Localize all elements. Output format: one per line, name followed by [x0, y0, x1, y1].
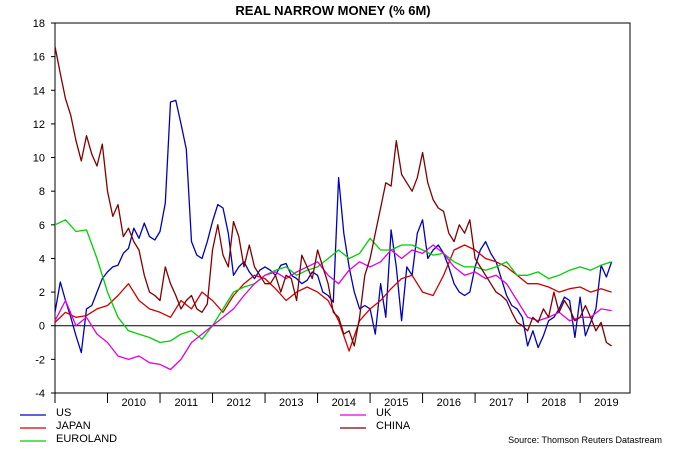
- series-group: [54, 46, 613, 371]
- x-tick-label: 2011: [174, 397, 198, 409]
- y-tick-label: -4: [35, 388, 45, 400]
- y-tick-label: 16: [33, 52, 45, 64]
- series-line-us: [54, 99, 613, 354]
- y-tick-label: 14: [33, 85, 45, 97]
- x-tick-label: 2014: [332, 397, 356, 409]
- y-tick-label: 8: [39, 186, 45, 198]
- source-note: Source: Thomson Reuters Datastream: [508, 435, 662, 445]
- series-line-euroland: [54, 219, 612, 344]
- y-tick-label: 6: [39, 220, 45, 232]
- legend-label-japan: JAPAN: [56, 420, 91, 432]
- x-tick-label: 2012: [227, 397, 251, 409]
- y-tick-label: 0: [39, 321, 45, 333]
- x-tick-label: 2015: [384, 397, 408, 409]
- legend-label-china: CHINA: [376, 420, 411, 432]
- x-tick-label: 2019: [594, 397, 618, 409]
- x-tick-label: 2016: [437, 397, 461, 409]
- x-tick-label: 2018: [542, 397, 566, 409]
- y-tick-label: 2: [39, 287, 45, 299]
- legend-label-us: US: [56, 407, 71, 419]
- series-line-china: [54, 46, 612, 347]
- series-line-uk: [54, 244, 612, 371]
- legend-label-euroland: EUROLAND: [56, 433, 117, 445]
- x-tick-label: 2017: [489, 397, 513, 409]
- y-tick-label: 4: [39, 253, 45, 265]
- chart-title: REAL NARROW MONEY (% 6M): [235, 3, 430, 18]
- x-tick-label: 2010: [122, 397, 146, 409]
- legend-label-uk: UK: [376, 407, 392, 419]
- y-tick-label: 12: [33, 119, 45, 131]
- x-tick-label: 2013: [279, 397, 303, 409]
- y-axis: -4 -2 0 2 4 6 8 10 12 14 16 18: [33, 18, 55, 400]
- y-tick-label: 18: [33, 18, 45, 30]
- y-tick-label: 10: [33, 153, 45, 165]
- plot-frame: [54, 22, 631, 394]
- y-tick-label: -2: [35, 354, 45, 366]
- x-axis: 2010 2011 2012 2013 2014 2015 2016 2017 2018 2019: [54, 393, 619, 409]
